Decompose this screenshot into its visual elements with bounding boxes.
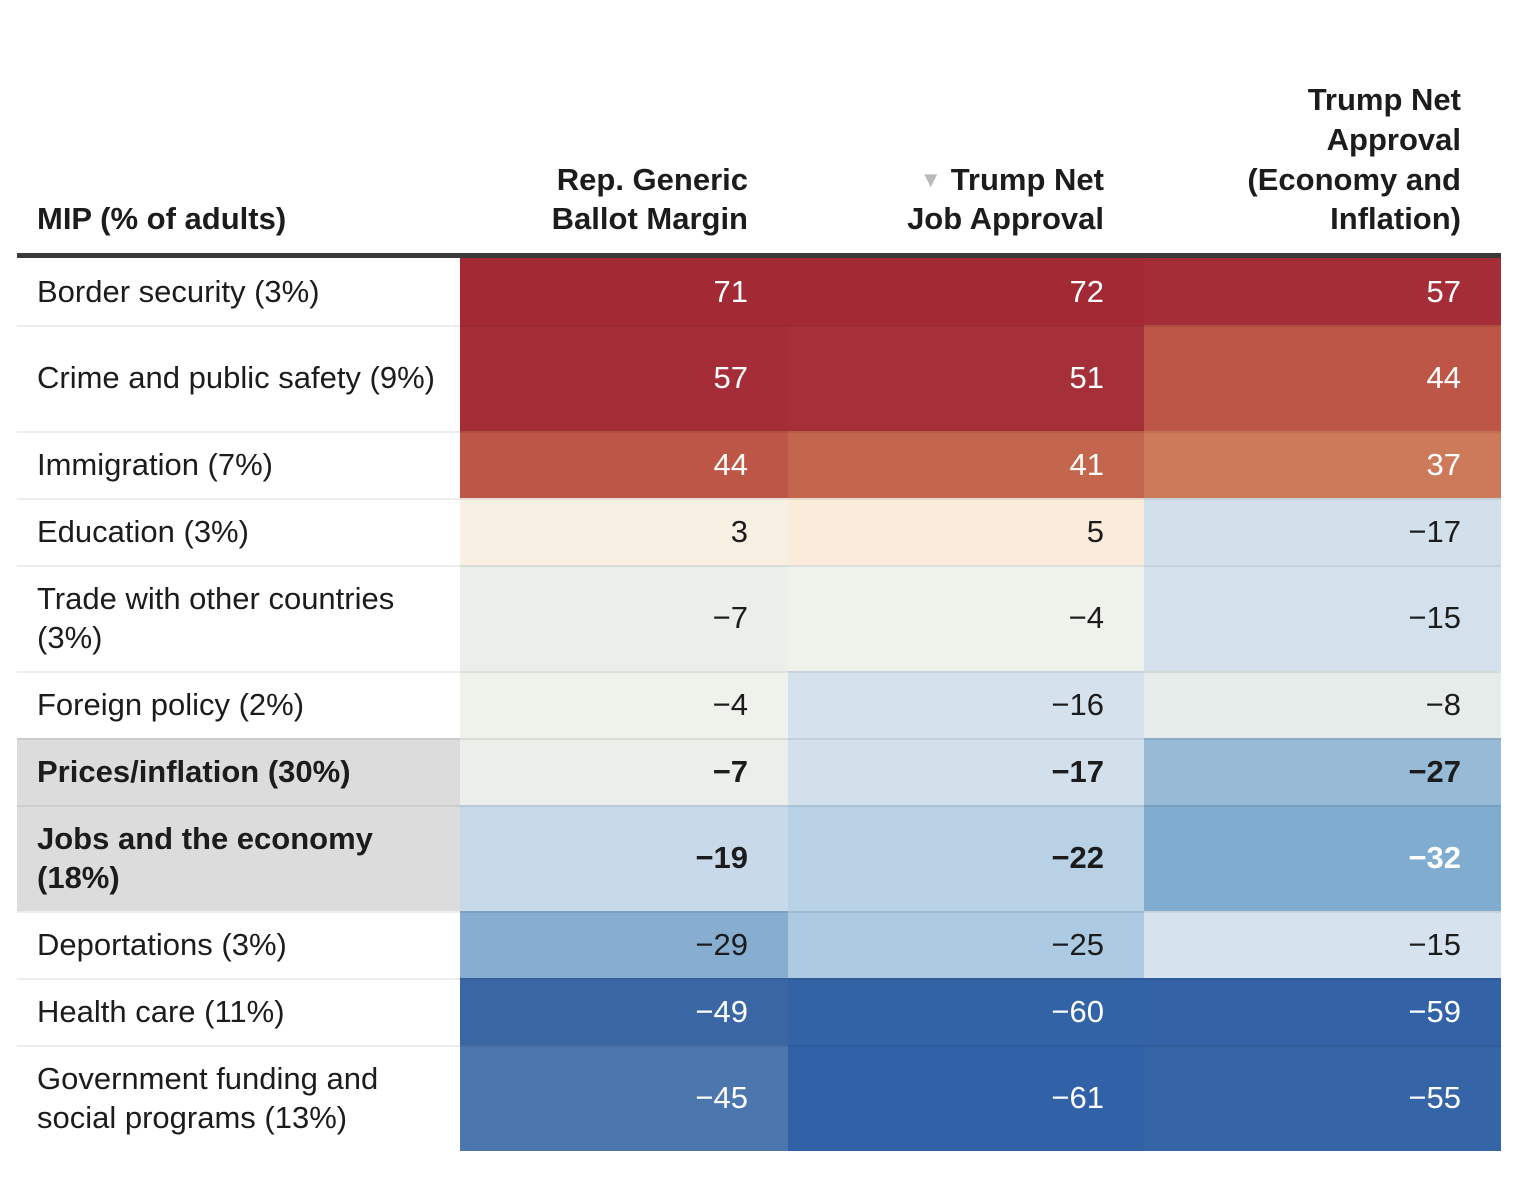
heatmap-cell: −19 (460, 805, 788, 911)
cell-value: 57 (1426, 273, 1461, 309)
heatmap-cell: −7 (460, 565, 788, 671)
cell-value: −59 (1408, 993, 1461, 1029)
heatmap-cell: −59 (1144, 978, 1501, 1045)
row-label: Jobs and the economy (18%) (17, 805, 460, 911)
cell-value: 44 (1426, 360, 1461, 395)
cell-value: −60 (1051, 993, 1104, 1029)
cell-value: −27 (1408, 753, 1461, 789)
cell-value: 51 (1069, 360, 1104, 395)
cell-value: −15 (1408, 600, 1461, 635)
cell-value: −15 (1408, 926, 1461, 962)
table-row: Trade with other countries (3%) −7 −4 −1… (17, 565, 1501, 671)
row-label: Health care (11%) (17, 978, 460, 1045)
heatmap-cell: 71 (460, 258, 788, 325)
cell-value: −29 (695, 926, 748, 962)
cell-value: −19 (695, 840, 748, 875)
table-row: Health care (11%) −49 −60 −59 (17, 978, 1501, 1045)
table-row: Government funding and social programs (… (17, 1045, 1501, 1151)
heatmap-cell: −60 (788, 978, 1144, 1045)
heatmap-cell: −16 (788, 671, 1144, 738)
row-label: Foreign policy (2%) (17, 671, 460, 738)
cell-value: 5 (1086, 513, 1104, 549)
heatmap-cell: −8 (1144, 671, 1501, 738)
row-label: Trade with other countries (3%) (17, 565, 460, 671)
cell-value: −4 (712, 686, 748, 722)
heatmap-cell: −7 (460, 738, 788, 805)
cell-value: −55 (1408, 1080, 1461, 1115)
cell-value: −49 (695, 993, 748, 1029)
sort-descending-icon: ▼ (919, 166, 942, 192)
cell-value: −22 (1051, 840, 1104, 875)
row-label-column-header: MIP (% of adults) (37, 201, 287, 237)
table-row: Immigration (7%) 44 41 37 (17, 431, 1501, 498)
heatmap-cell: −4 (788, 565, 1144, 671)
heatmap-cell: −17 (1144, 498, 1501, 565)
table-row: Foreign policy (2%) −4 −16 −8 (17, 671, 1501, 738)
table-row: Border security (3%) 71 72 57 (17, 258, 1501, 325)
heatmap-cell: −29 (460, 911, 788, 978)
column-header-label: Trump Net Job Approval (907, 161, 1104, 237)
heatmap-cell: −22 (788, 805, 1144, 911)
heatmap-cell: 44 (1144, 325, 1501, 431)
cell-value: 57 (713, 360, 748, 395)
cell-value: −32 (1408, 840, 1461, 875)
cell-value: −8 (1425, 686, 1461, 722)
cell-value: −17 (1408, 513, 1461, 549)
heatmap-cell: −55 (1144, 1045, 1501, 1151)
column-header-trump-net-approval-economy-inflation[interactable]: Trump Net Approval (Economy and Inflatio… (1247, 82, 1461, 237)
table-row-emphasized: Jobs and the economy (18%) −19 −22 −32 (17, 805, 1501, 911)
cell-value: −61 (1051, 1080, 1104, 1115)
mip-heatmap-table: MIP (% of adults) Rep. Generic Ballot Ma… (17, 0, 1501, 1151)
heatmap-cell: 44 (460, 431, 788, 498)
cell-value: −7 (712, 753, 748, 789)
heatmap-cell: −4 (460, 671, 788, 738)
heatmap-cell: 41 (788, 431, 1144, 498)
column-header-trump-net-job-approval[interactable]: ▼ Trump Net Job Approval (788, 160, 1144, 253)
cell-value: 44 (713, 446, 748, 482)
table-header-row: MIP (% of adults) Rep. Generic Ballot Ma… (17, 0, 1501, 258)
cell-value: −7 (712, 600, 748, 635)
cell-value: 72 (1069, 273, 1104, 309)
heatmap-cell: 3 (460, 498, 788, 565)
cell-value: −25 (1051, 926, 1104, 962)
cell-value: 41 (1069, 446, 1104, 482)
row-label: Deportations (3%) (17, 911, 460, 978)
table-row: Education (3%) 3 5 −17 (17, 498, 1501, 565)
heatmap-cell: −25 (788, 911, 1144, 978)
row-label: Government funding and social programs (… (17, 1045, 460, 1151)
row-label: Immigration (7%) (17, 431, 460, 498)
heatmap-cell: −45 (460, 1045, 788, 1151)
row-label: Border security (3%) (17, 258, 460, 325)
column-header-rep-generic-ballot-margin[interactable]: Rep. Generic Ballot Margin (551, 161, 748, 237)
row-label: Crime and public safety (9%) (17, 325, 460, 431)
cell-value: −16 (1051, 686, 1104, 722)
heatmap-cell: 51 (788, 325, 1144, 431)
heatmap-cell: −61 (788, 1045, 1144, 1151)
heatmap-cell: 72 (788, 258, 1144, 325)
heatmap-cell: −15 (1144, 911, 1501, 978)
row-label: Education (3%) (17, 498, 460, 565)
cell-value: 37 (1426, 446, 1461, 482)
heatmap-cell: −27 (1144, 738, 1501, 805)
heatmap-cell: −49 (460, 978, 788, 1045)
cell-value: −45 (695, 1080, 748, 1115)
row-label: Prices/inflation (30%) (17, 738, 460, 805)
table-row: Crime and public safety (9%) 57 51 44 (17, 325, 1501, 431)
heatmap-cell: 57 (1144, 258, 1501, 325)
heatmap-cell: 57 (460, 325, 788, 431)
heatmap-cell: −15 (1144, 565, 1501, 671)
cell-value: −17 (1051, 753, 1104, 789)
table-row-emphasized: Prices/inflation (30%) −7 −17 −27 (17, 738, 1501, 805)
heatmap-cell: 37 (1144, 431, 1501, 498)
cell-value: 3 (730, 513, 748, 549)
cell-value: 71 (713, 273, 748, 309)
heatmap-cell: −17 (788, 738, 1144, 805)
heatmap-cell: 5 (788, 498, 1144, 565)
table-row: Deportations (3%) −29 −25 −15 (17, 911, 1501, 978)
heatmap-cell: −32 (1144, 805, 1501, 911)
cell-value: −4 (1068, 600, 1104, 635)
